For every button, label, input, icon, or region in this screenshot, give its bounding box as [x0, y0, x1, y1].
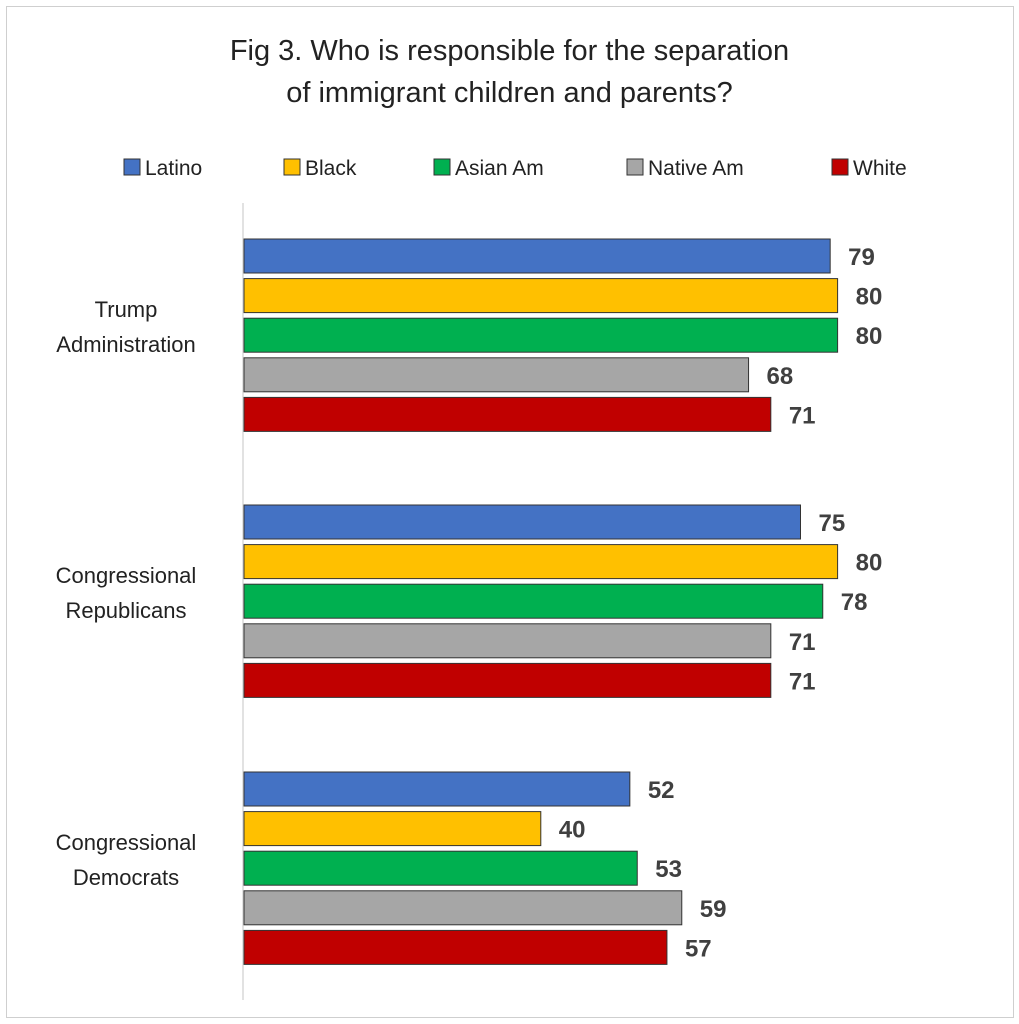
data-label-trump-administration-white: 71 — [789, 402, 816, 429]
data-label-trump-administration-native-am: 68 — [767, 363, 794, 390]
legend: Latino Black Asian Am Native Am White — [123, 157, 907, 180]
category-label-line: Democrats — [73, 865, 179, 890]
legend-swatch-latino — [123, 158, 141, 176]
category-label-line: Trump — [95, 297, 158, 322]
data-label-congressional-republicans-asian-am: 78 — [841, 589, 868, 616]
legend-label-white: White — [853, 157, 907, 180]
bar-congressional-democrats-black — [243, 811, 542, 847]
bar-congressional-democrats-white — [243, 929, 668, 965]
bar-trump-administration-white — [243, 396, 772, 432]
bar-congressional-republicans-black — [243, 544, 839, 580]
data-label-congressional-democrats-asian-am: 53 — [655, 856, 682, 883]
data-label-congressional-republicans-black: 80 — [856, 550, 883, 577]
bar-congressional-republicans-asian-am — [243, 583, 824, 619]
chart-title: Fig 3. Who is responsible for the separa… — [0, 30, 1019, 114]
legend-label-asian-am: Asian Am — [455, 157, 544, 180]
legend-label-native-am: Native Am — [648, 157, 744, 180]
data-label-trump-administration-latino: 79 — [848, 244, 875, 271]
chart-title-line-2: of immigrant children and parents? — [286, 77, 733, 109]
legend-swatch-native-am — [626, 158, 644, 176]
data-label-trump-administration-asian-am: 80 — [856, 323, 883, 350]
legend-swatch-black — [283, 158, 301, 176]
bar-congressional-republicans-native-am — [243, 623, 772, 659]
data-label-congressional-republicans-native-am: 71 — [789, 629, 816, 656]
category-label-line: Congressional — [56, 563, 197, 588]
data-label-congressional-republicans-white: 71 — [789, 668, 816, 695]
data-label-trump-administration-black: 80 — [856, 284, 883, 311]
chart-title-line-1: Fig 3. Who is responsible for the separa… — [229, 35, 790, 67]
legend-label-black: Black — [305, 157, 357, 180]
category-labels: Trump Administration Congressional Republic… — [56, 297, 197, 890]
data-label-congressional-democrats-native-am: 59 — [700, 896, 727, 923]
data-labels: 79 80 80 68 71 75 80 78 71 71 52 40 53 59 57 — [559, 244, 883, 962]
bar-congressional-democrats-asian-am — [243, 850, 638, 886]
category-label-line: Republicans — [65, 598, 186, 623]
category-label-congressional-democrats: Congressional Democrats — [56, 830, 197, 890]
category-label-congressional-republicans: Congressional Republicans — [56, 563, 197, 623]
data-label-congressional-democrats-latino: 52 — [648, 777, 675, 804]
bar-congressional-democrats-latino — [243, 771, 631, 807]
data-label-congressional-republicans-latino: 75 — [819, 510, 846, 537]
bar-trump-administration-black — [243, 278, 839, 314]
bar-trump-administration-asian-am — [243, 317, 839, 353]
bar-congressional-republicans-latino — [243, 504, 801, 540]
bars — [243, 238, 839, 965]
category-label-line: Congressional — [56, 830, 197, 855]
bar-congressional-republicans-white — [243, 662, 772, 698]
legend-swatch-white — [831, 158, 849, 176]
bar-trump-administration-latino — [243, 238, 831, 274]
bar-trump-administration-native-am — [243, 357, 750, 393]
data-label-congressional-democrats-white: 57 — [685, 935, 712, 962]
legend-label-latino: Latino — [145, 157, 202, 180]
data-label-congressional-democrats-black: 40 — [559, 817, 586, 844]
legend-swatch-asian-am — [433, 158, 451, 176]
category-label-line: Administration — [56, 332, 195, 357]
bar-congressional-democrats-native-am — [243, 890, 683, 926]
category-label-trump-administration: Trump Administration — [56, 297, 195, 357]
